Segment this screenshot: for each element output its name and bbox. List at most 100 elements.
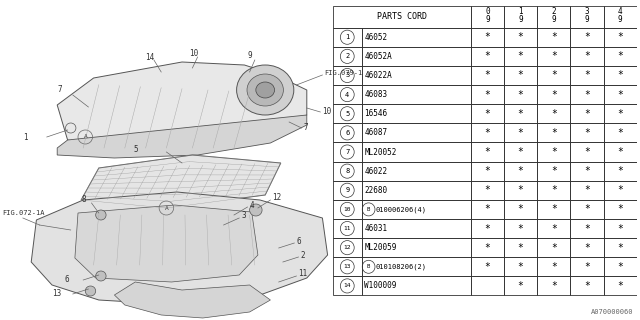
Text: 2: 2 xyxy=(301,251,305,260)
Bar xyxy=(504,85,537,104)
Bar xyxy=(537,181,570,200)
Bar xyxy=(604,47,637,66)
Ellipse shape xyxy=(237,65,294,115)
Bar xyxy=(537,47,570,66)
Bar xyxy=(537,238,570,257)
Text: *: * xyxy=(617,243,623,253)
Text: *: * xyxy=(518,281,524,291)
Text: *: * xyxy=(518,185,524,195)
Text: *: * xyxy=(584,224,590,234)
Bar xyxy=(504,6,537,28)
Bar xyxy=(537,219,570,238)
Bar xyxy=(570,219,604,238)
Bar xyxy=(504,28,537,47)
Text: *: * xyxy=(617,224,623,234)
Bar xyxy=(362,162,471,181)
Text: *: * xyxy=(617,166,623,176)
Text: B: B xyxy=(367,264,370,269)
Bar xyxy=(570,28,604,47)
Text: *: * xyxy=(484,90,490,100)
Text: 46083: 46083 xyxy=(364,90,387,99)
Text: *: * xyxy=(484,109,490,119)
Text: *: * xyxy=(484,243,490,253)
Bar xyxy=(333,219,362,238)
Bar xyxy=(333,47,362,66)
Bar xyxy=(471,238,504,257)
Bar xyxy=(504,104,537,123)
Text: 010006206(4): 010006206(4) xyxy=(376,206,427,213)
Bar xyxy=(362,104,471,123)
Bar xyxy=(471,276,504,295)
Text: *: * xyxy=(584,90,590,100)
Text: *: * xyxy=(518,90,524,100)
Bar xyxy=(570,142,604,162)
Text: *: * xyxy=(584,109,590,119)
Bar xyxy=(504,257,537,276)
Bar xyxy=(333,104,362,123)
Text: 4: 4 xyxy=(345,92,349,98)
Ellipse shape xyxy=(247,74,284,106)
Text: *: * xyxy=(617,51,623,61)
Bar xyxy=(604,104,637,123)
Bar xyxy=(604,181,637,200)
Text: *: * xyxy=(518,166,524,176)
Bar xyxy=(333,6,471,28)
Text: A: A xyxy=(164,205,168,211)
Bar xyxy=(333,181,362,200)
Text: 7: 7 xyxy=(57,85,62,94)
Text: *: * xyxy=(551,204,557,214)
Bar xyxy=(362,257,471,276)
Bar xyxy=(537,123,570,142)
Bar xyxy=(471,123,504,142)
Text: 1: 1 xyxy=(23,132,28,141)
Text: 9: 9 xyxy=(248,52,252,60)
Text: *: * xyxy=(518,32,524,42)
Bar xyxy=(604,6,637,28)
Text: 8: 8 xyxy=(81,196,86,204)
Text: FIG.079-1: FIG.079-1 xyxy=(324,70,363,76)
Text: *: * xyxy=(584,51,590,61)
Text: *: * xyxy=(617,109,623,119)
Bar xyxy=(333,200,362,219)
Text: W100009: W100009 xyxy=(364,281,397,291)
Bar xyxy=(604,123,637,142)
Text: 10: 10 xyxy=(189,49,198,58)
Circle shape xyxy=(250,204,262,216)
Bar xyxy=(604,66,637,85)
Polygon shape xyxy=(57,62,307,150)
Bar xyxy=(471,181,504,200)
Text: *: * xyxy=(518,128,524,138)
Bar xyxy=(570,257,604,276)
Text: *: * xyxy=(518,243,524,253)
Bar xyxy=(537,66,570,85)
Bar xyxy=(333,66,362,85)
Text: FIG.072-1A: FIG.072-1A xyxy=(2,210,45,216)
Text: 12: 12 xyxy=(344,245,351,250)
Bar xyxy=(504,219,537,238)
Text: ML20052: ML20052 xyxy=(364,148,397,156)
Text: *: * xyxy=(584,70,590,81)
Polygon shape xyxy=(57,115,307,158)
Text: 9: 9 xyxy=(552,15,556,24)
Bar xyxy=(570,47,604,66)
Text: *: * xyxy=(551,185,557,195)
Text: 46052A: 46052A xyxy=(364,52,392,61)
Text: *: * xyxy=(518,204,524,214)
Bar xyxy=(333,257,362,276)
Text: *: * xyxy=(551,243,557,253)
Text: *: * xyxy=(551,128,557,138)
Text: *: * xyxy=(584,204,590,214)
Bar xyxy=(471,142,504,162)
Bar xyxy=(604,28,637,47)
Bar xyxy=(362,276,471,295)
Text: 11: 11 xyxy=(298,269,308,278)
Bar xyxy=(604,257,637,276)
Bar xyxy=(471,257,504,276)
Text: 4: 4 xyxy=(618,7,623,16)
Bar xyxy=(362,47,471,66)
Bar xyxy=(362,66,471,85)
Bar xyxy=(471,28,504,47)
Bar xyxy=(570,123,604,142)
Bar xyxy=(570,66,604,85)
Bar xyxy=(604,85,637,104)
